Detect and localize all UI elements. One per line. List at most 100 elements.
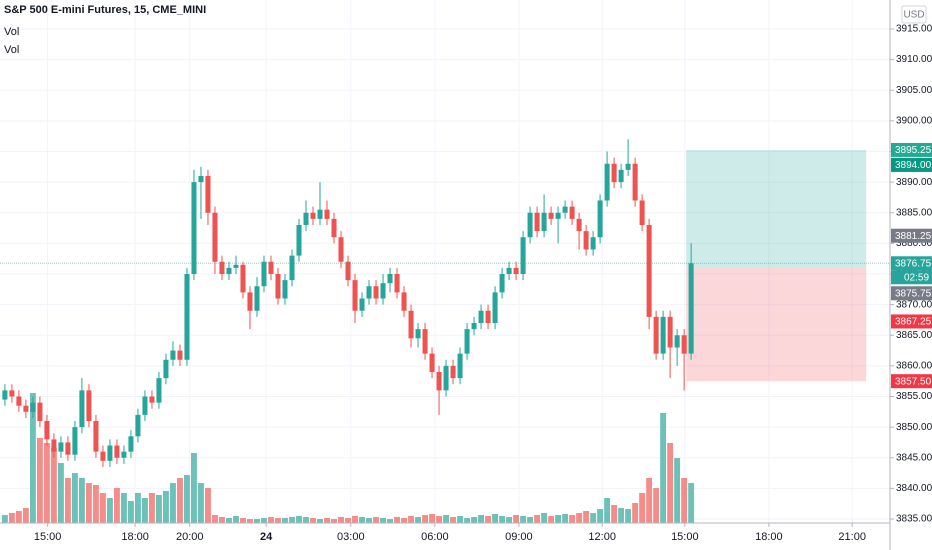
indicator-label[interactable]: Vol [4,26,19,38]
candle-body [492,292,498,324]
volume-bar [478,515,485,523]
volume-bar [226,518,232,523]
candle-body [555,212,561,219]
x-tick-label: 21:00 [838,531,866,543]
price-label: 3881.25 [895,231,932,242]
x-tick-label: 20:00 [176,531,204,543]
candle-body [191,182,197,274]
price-label: 3876.75 [895,258,932,269]
indicator-label[interactable]: Vol [4,44,19,56]
candle-body [2,390,8,400]
candle-body [30,402,36,412]
y-tick-label: 3915.00 [896,24,932,35]
y-tick-label: 3870.00 [896,299,932,310]
volume-bar [429,514,435,523]
y-tick-label: 3880.00 [896,238,932,249]
candle-body [275,273,281,299]
candle-body [44,421,50,440]
candle-body [646,224,652,317]
candle-body [219,261,225,274]
currency[interactable]: USD [903,10,924,21]
volume-bar [317,519,323,523]
volume-bar [660,413,667,523]
candle-body [422,329,428,354]
volume-bar [191,453,197,523]
candle-body [373,286,379,299]
volume-bar [289,517,295,523]
candle-body [121,451,127,458]
volume-bar [8,513,15,523]
candle-body [674,335,680,348]
candle-body [562,206,568,213]
volume-bar [639,493,646,523]
candle-body [499,273,505,293]
candle-body [289,255,295,281]
candle-body [604,163,610,201]
volume-bar [681,478,688,523]
volume-bar [219,517,225,523]
volume-bar [380,518,386,523]
currency-button[interactable] [901,5,927,24]
candle-body [149,396,155,403]
y-tick-label: 3900.00 [896,115,932,126]
candle-body [282,280,288,299]
volume-bar [240,518,246,523]
candle-body [142,396,148,415]
candle-body [394,273,400,293]
volume-bar [64,478,71,523]
volume-bar [548,516,555,523]
candle-body [450,365,456,379]
volume-bar [520,516,527,523]
candle-body [128,436,134,452]
candle-body [548,212,554,219]
volume-bar [394,517,400,523]
candle-body [205,175,211,213]
candle-body [23,405,29,412]
volume-bar [499,516,506,523]
volume-bar [653,488,660,523]
y-tick-label: 3840.00 [896,483,932,494]
volume-bar [604,498,611,523]
x-tick-label: 09:00 [505,531,533,543]
candle-body [58,442,64,452]
price-labels: 3895.25 3894.00 3881.25 3876.75 02:59 3875.75… [891,142,932,389]
candle-body [65,442,71,455]
y-tick-label: 3885.00 [896,207,932,218]
volume-bar [149,493,155,523]
position-tool[interactable] [686,149,867,382]
candle-body [107,445,113,461]
volume-bar [247,519,253,523]
y-tick-label: 3845.00 [896,452,932,463]
volume-bar [303,517,309,523]
price-label: 3895.25 [895,145,932,156]
candle-body [352,280,358,311]
candle-body [534,212,540,232]
grid [0,0,890,523]
candle-body [310,212,316,219]
y-tick-label: 3835.00 [896,514,932,525]
volume-bar [177,478,183,523]
candle-body [639,200,645,225]
candle-body [79,390,85,428]
volume-bar [541,513,548,523]
candle-body [625,163,631,170]
volume-bar [338,517,344,523]
countdown: 02:59 [904,272,929,283]
volume-bar [464,518,470,523]
volume-bar [492,514,499,523]
candle-body [296,224,302,256]
candle-body [37,402,43,422]
volume-bar [366,518,372,523]
candle-body [9,390,15,397]
candle-body [331,218,337,238]
volume-bar [282,518,288,523]
candle-body [100,451,106,461]
price-label: 3857.50 [895,376,932,387]
volume-bar [324,518,330,523]
volume-bar [22,508,29,523]
volume-bar [373,517,379,523]
candle-body [247,292,253,311]
candle-body [198,175,204,183]
volume-bar [184,475,190,523]
candle-body [170,350,176,360]
